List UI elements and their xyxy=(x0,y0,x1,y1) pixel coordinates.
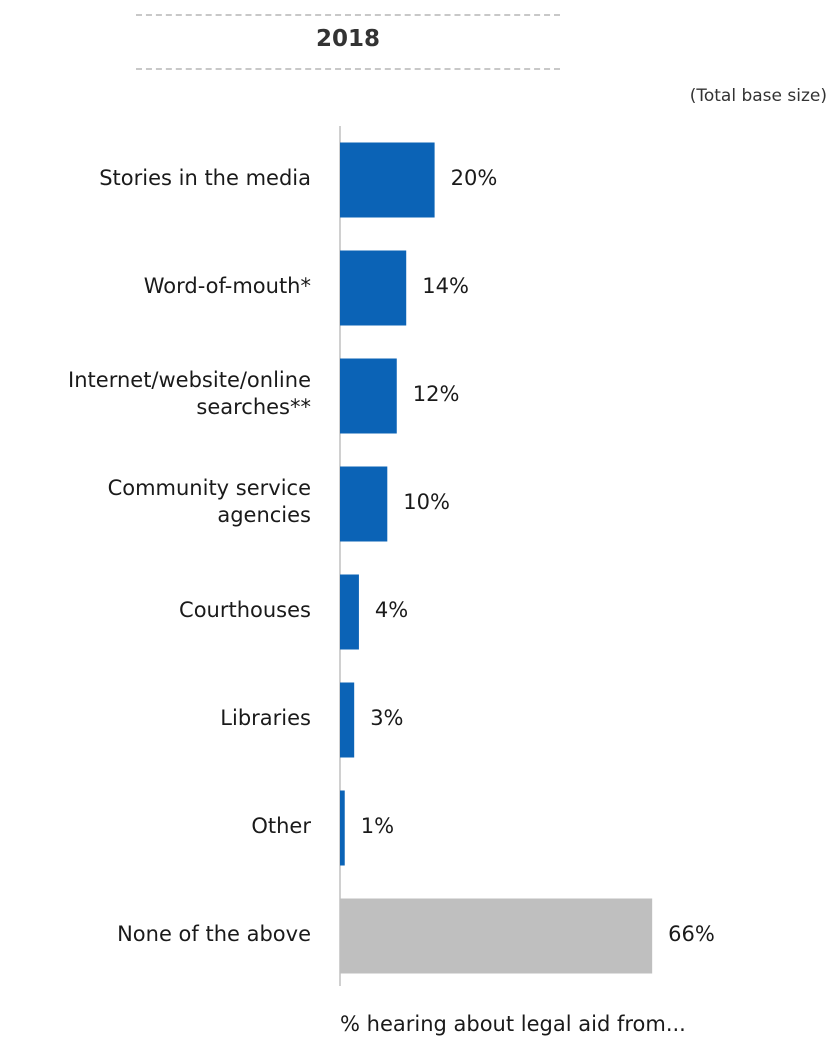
category-label-line: None of the above xyxy=(117,921,311,946)
value-label: 12% xyxy=(412,382,460,406)
bar-1 xyxy=(340,250,407,326)
bar-2 xyxy=(340,358,397,434)
bar-7 xyxy=(340,898,653,974)
value-label: 20% xyxy=(450,166,498,190)
bar-6 xyxy=(340,790,345,866)
bar-5 xyxy=(340,682,355,758)
category-label-line: Other xyxy=(251,813,311,838)
value-label: 4% xyxy=(374,598,409,622)
category-label-line: Stories in the media xyxy=(99,165,311,190)
category-label: Internet/website/online searches** xyxy=(0,367,311,421)
category-label-line: Courthouses xyxy=(179,597,311,622)
base-size-note: (Total base size) xyxy=(689,86,827,106)
category-label-line: Community service xyxy=(107,476,311,500)
category-label: Courthouses xyxy=(0,597,311,624)
chart-title: 2018 xyxy=(315,26,380,52)
category-label: Libraries xyxy=(0,705,311,732)
category-label-line: searches** xyxy=(196,395,311,419)
category-label: Word-of-mouth* xyxy=(0,273,311,300)
value-label: 1% xyxy=(360,814,395,838)
x-axis-label: % hearing about legal aid from... xyxy=(340,1012,686,1036)
bar-4 xyxy=(340,574,359,650)
bar-3 xyxy=(340,466,388,542)
title-divider-top xyxy=(136,14,560,16)
value-label: 14% xyxy=(422,274,469,298)
category-label: Other xyxy=(0,813,311,840)
title-divider-bottom xyxy=(136,68,560,70)
category-label: Community service agencies xyxy=(0,475,311,529)
value-label: 3% xyxy=(370,706,404,730)
value-label: 10% xyxy=(403,490,450,514)
category-label-line: Internet/website/online xyxy=(68,368,311,392)
category-label: None of the above xyxy=(0,921,311,948)
category-label-line: agencies xyxy=(217,503,311,527)
value-label: 66% xyxy=(668,922,715,946)
category-label: Stories in the media xyxy=(0,165,311,192)
category-label-line: Libraries xyxy=(220,705,311,730)
category-label-line: Word-of-mouth* xyxy=(143,273,311,298)
bar-0 xyxy=(340,142,435,218)
